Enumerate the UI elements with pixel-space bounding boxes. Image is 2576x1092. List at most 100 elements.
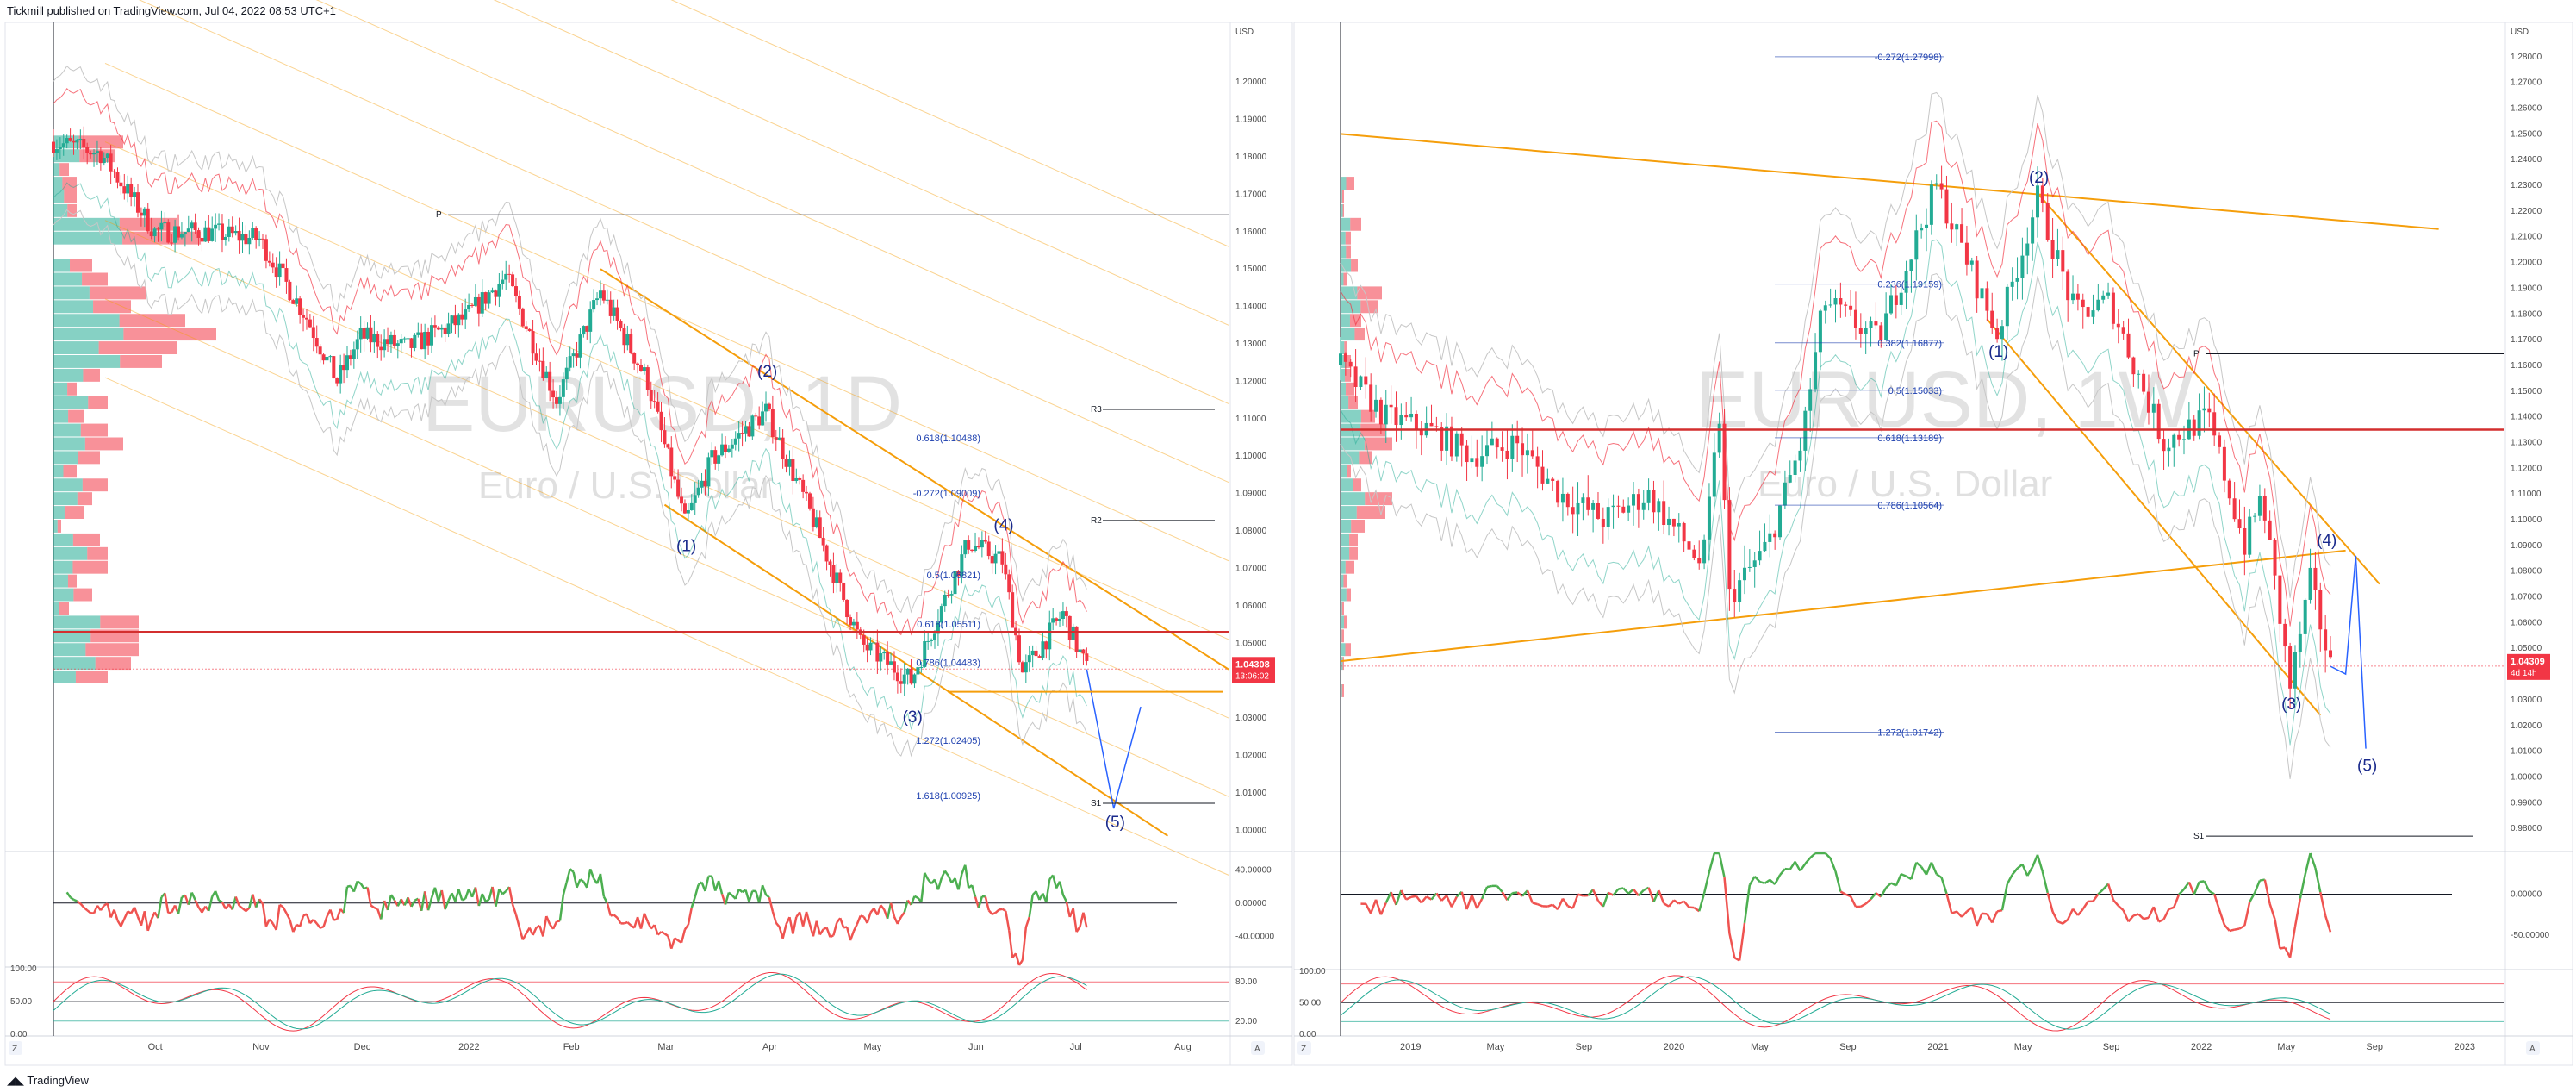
fib-label-4: 0.786(1.04483) — [916, 658, 980, 669]
candle-body — [541, 360, 545, 378]
candle-body — [1632, 494, 1636, 506]
candle-body — [652, 401, 656, 402]
candle-body — [1530, 450, 1534, 457]
vp-buy-bar — [1341, 355, 1347, 368]
candle-body — [2298, 633, 2302, 652]
vp-sell-bar — [119, 314, 185, 328]
candle-body — [1505, 450, 1509, 459]
candle-body — [1758, 551, 1762, 561]
momentum-seg — [1870, 892, 1877, 900]
vp-sell-bar — [63, 465, 77, 478]
vp-buy-bar — [53, 259, 71, 272]
momentum-seg — [2299, 874, 2306, 899]
rsi-tick-0: 40.00000 — [1235, 865, 1272, 875]
momentum-seg — [133, 907, 140, 918]
wave-label-3: (4) — [993, 516, 1013, 534]
left-auto-button[interactable]: A — [1251, 1041, 1265, 1055]
momentum-seg — [748, 890, 754, 902]
candle-body — [1955, 224, 1959, 230]
right-triangle-bottom — [1340, 549, 2346, 663]
momentum-seg — [461, 897, 466, 902]
momentum-seg — [558, 895, 565, 921]
candle-body — [376, 334, 380, 347]
momentum-seg — [646, 920, 652, 930]
candle-body — [2313, 567, 2318, 590]
candle-body — [990, 556, 994, 564]
momentum-seg — [501, 890, 507, 895]
candle-body — [1864, 328, 1868, 334]
momentum-seg — [366, 887, 372, 906]
candle-body — [564, 367, 569, 380]
momentum-seg — [1045, 879, 1051, 902]
momentum-seg — [1516, 891, 1523, 897]
vp-sell-bar — [1345, 560, 1354, 574]
candle-body — [68, 138, 72, 141]
candle-body — [2050, 240, 2055, 259]
momentum-seg — [903, 900, 909, 913]
momentum-seg — [788, 916, 794, 934]
r-ytick-29: 0.99000 — [2511, 798, 2542, 808]
momentum-seg — [127, 910, 132, 914]
momentum-seg — [1017, 959, 1024, 966]
candle-body — [423, 331, 427, 350]
candle-body — [1601, 518, 1605, 527]
candle-body — [513, 286, 518, 296]
momentum-seg — [1789, 861, 1796, 870]
momentum-seg — [1991, 910, 1999, 924]
candle-body — [781, 437, 785, 459]
vp-sell-bar — [72, 533, 100, 546]
left-panel[interactable]: EURUSD, 1D Euro / U.S. Dollar 0.618(1.10… — [4, 0, 1293, 1066]
right-panel[interactable]: EURUSD, 1W Euro / U.S. Dollar -0.272(1.2… — [1293, 22, 2573, 1066]
right-log-button[interactable]: Z — [1297, 1041, 1311, 1055]
candle-body — [379, 346, 383, 351]
vp-sell-bar — [70, 259, 92, 272]
candle-body — [889, 661, 893, 665]
candle-body — [163, 222, 167, 224]
momentum-seg — [168, 911, 172, 914]
momentum-seg — [507, 886, 514, 905]
vp-sell-bar — [1345, 643, 1351, 657]
candle-body — [149, 231, 153, 237]
momentum-seg — [1728, 933, 1736, 958]
vp-sell-bar — [1341, 684, 1344, 697]
momentum-seg — [1945, 893, 1953, 914]
l-xtick-5: Mar — [657, 1042, 674, 1052]
momentum-seg — [1860, 902, 1867, 908]
candle-body — [237, 230, 241, 241]
momentum-seg — [856, 915, 862, 925]
fib-label-0: -0.272(1.27998) — [1875, 53, 1942, 63]
momentum-seg — [812, 920, 818, 937]
right-auto-button[interactable]: A — [2526, 1041, 2540, 1055]
momentum-seg — [610, 914, 614, 917]
l-ytick-14: 1.06000 — [1235, 602, 1267, 611]
left-log-button[interactable]: Z — [9, 1041, 22, 1055]
momentum-seg — [2223, 924, 2231, 932]
l-xtick-0: Oct — [148, 1042, 163, 1052]
momentum-seg — [329, 909, 335, 920]
momentum-seg — [1526, 889, 1534, 904]
vp-sell-bar — [62, 177, 77, 190]
vp-buy-bar — [53, 177, 63, 190]
candle-body — [960, 554, 964, 577]
left-bands — [53, 65, 1229, 809]
momentum-seg — [924, 872, 930, 880]
momentum-seg — [2234, 927, 2240, 931]
momentum-seg — [426, 897, 433, 911]
vp-sell-bar — [82, 272, 108, 286]
candle-body — [389, 334, 393, 345]
momentum-seg — [457, 889, 464, 901]
rsi-tick-0: 0.00000 — [2511, 890, 2542, 900]
momentum-seg — [1708, 852, 1716, 872]
momentum-seg — [1561, 897, 1569, 908]
candle-body — [764, 403, 768, 412]
rsi-tick-1: -50.00000 — [2511, 931, 2549, 940]
candle-body — [480, 292, 484, 314]
candle-body — [2293, 652, 2297, 689]
momentum-seg — [2238, 924, 2245, 930]
r-ytick-7: 1.21000 — [2511, 233, 2542, 242]
vp-sell-bar — [1354, 328, 1365, 341]
candle-body — [89, 153, 93, 155]
momentum-seg — [2143, 916, 2150, 920]
right-price-axis: 1.28000 1.27000 1.26000 1.25000 1.24000 1.230… — [2511, 53, 2542, 833]
